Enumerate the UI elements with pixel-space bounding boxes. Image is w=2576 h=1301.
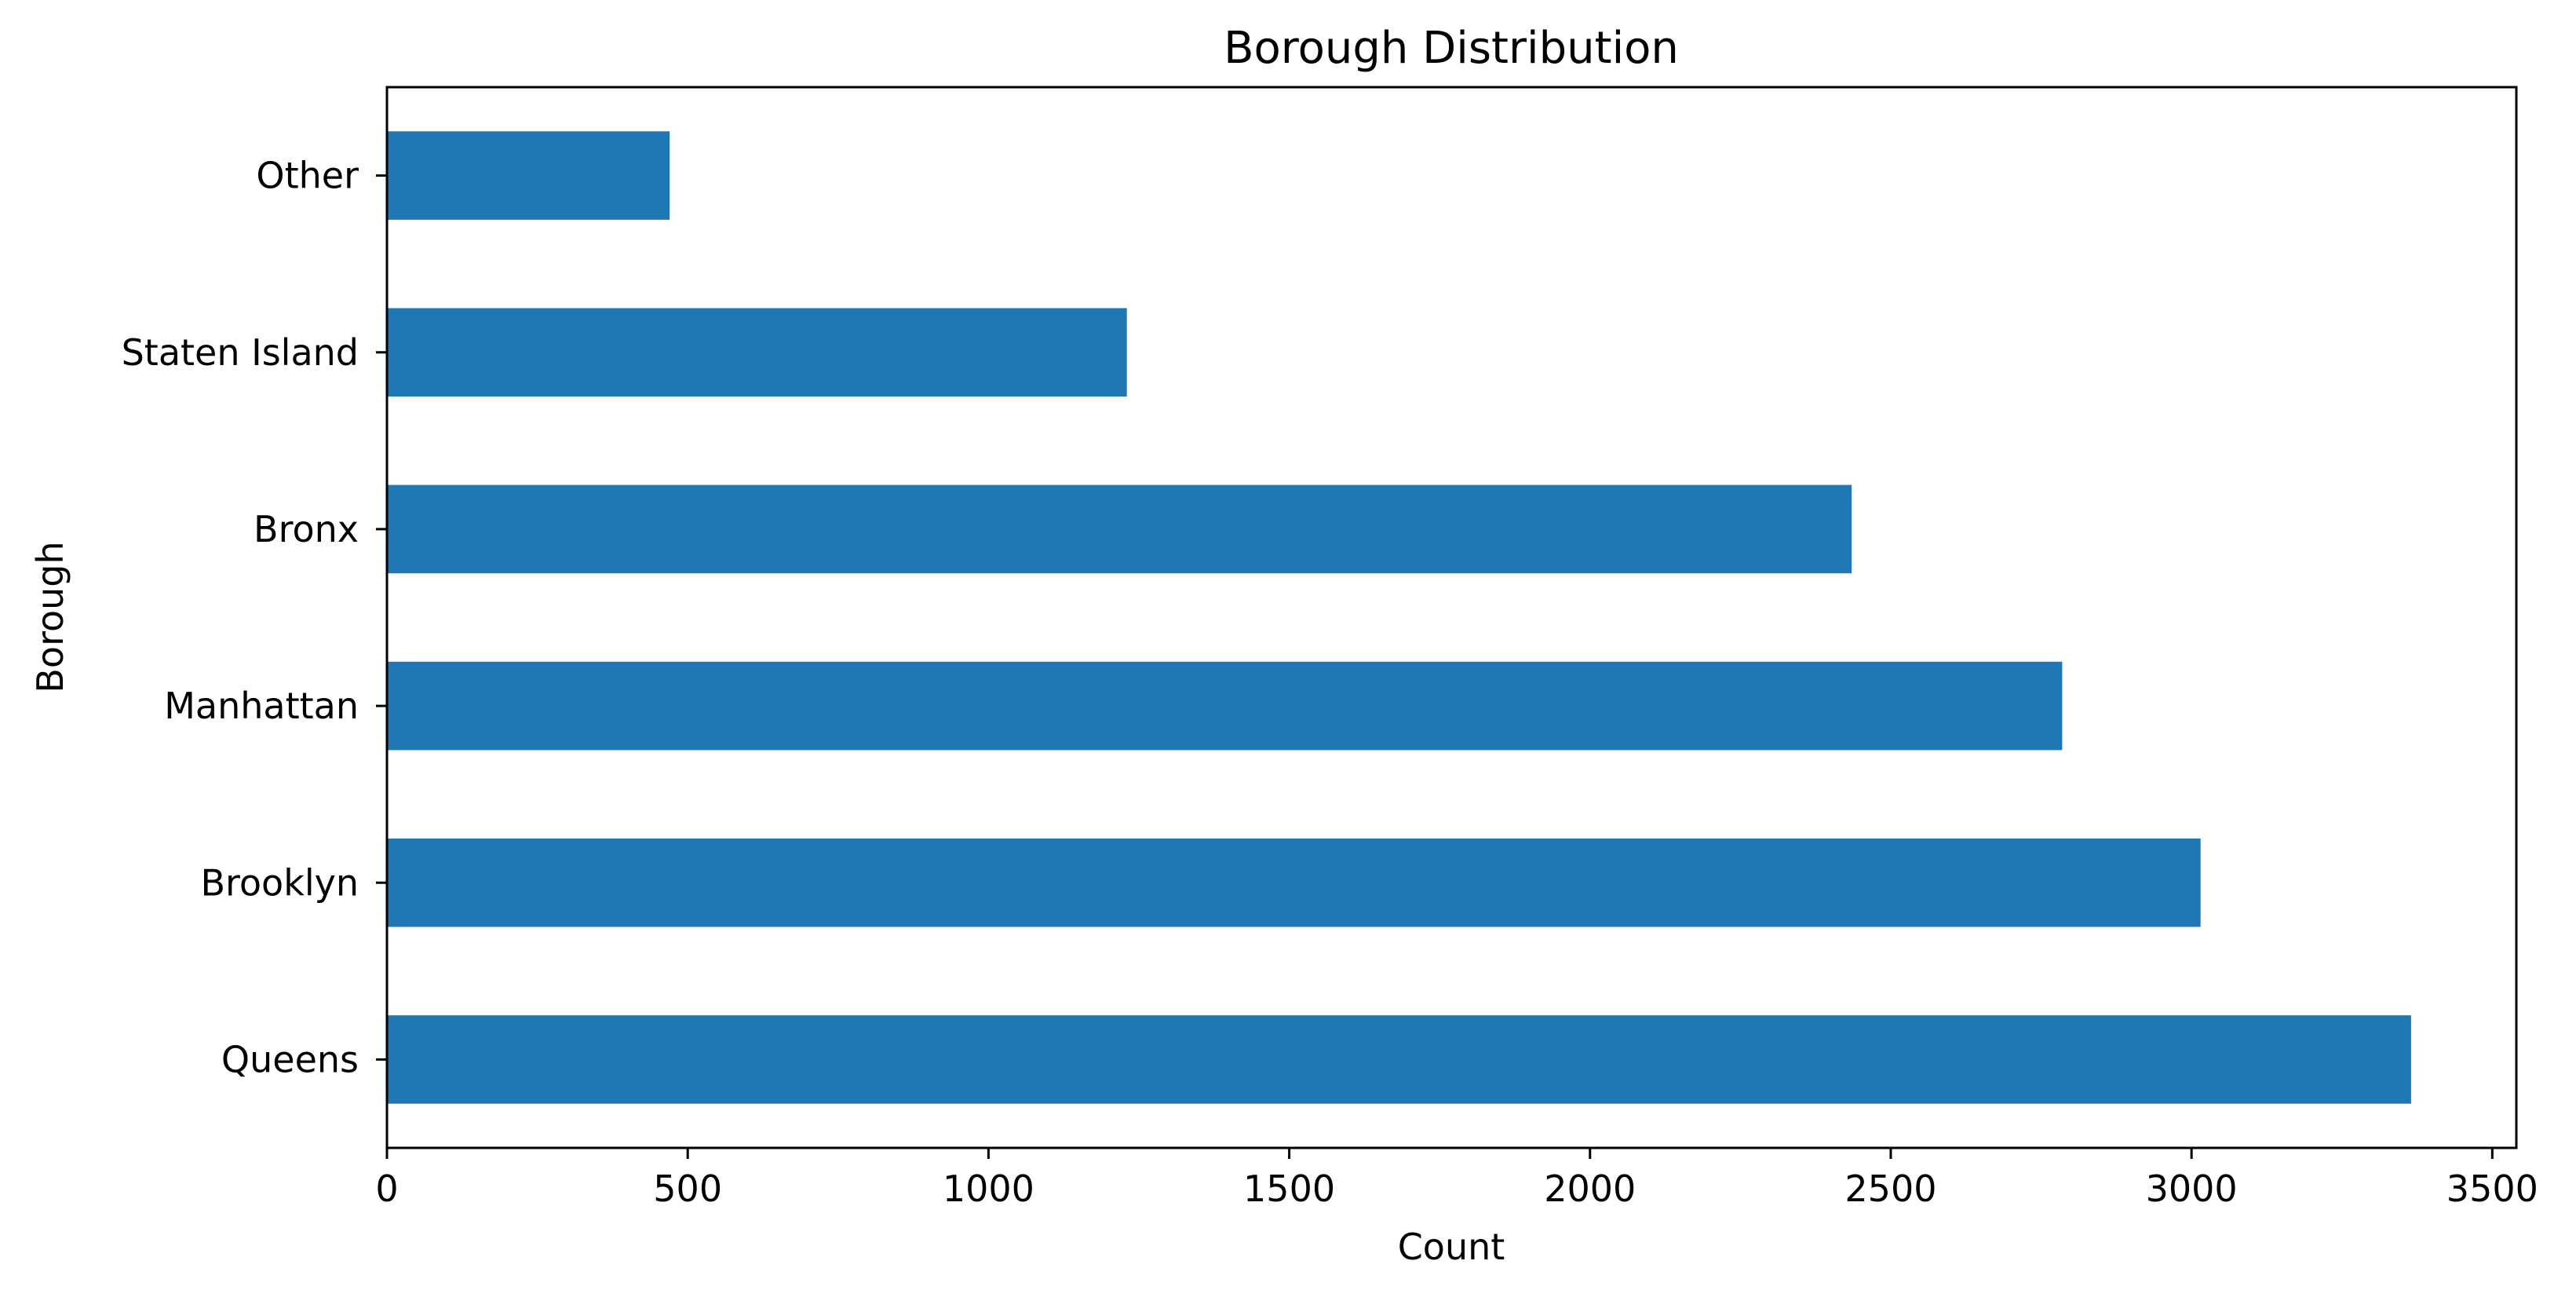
y-tick-label: Queens — [221, 1038, 359, 1080]
y-tick-label: Brooklyn — [200, 861, 359, 904]
y-tick-label: Staten Island — [122, 331, 359, 374]
x-tick-label: 500 — [653, 1168, 722, 1210]
x-tick-label: 0 — [375, 1168, 398, 1210]
y-tick-label: Bronx — [254, 508, 359, 550]
x-tick-label: 2000 — [1544, 1168, 1636, 1210]
x-tick-label: 2500 — [1844, 1168, 1936, 1210]
y-axis-label: Borough — [29, 541, 71, 693]
bar-queens — [387, 1015, 2411, 1104]
bar-other — [387, 131, 670, 220]
x-axis-label: Count — [1398, 1226, 1505, 1268]
x-tick-label: 1000 — [943, 1168, 1034, 1210]
chart-title: Borough Distribution — [1224, 23, 1679, 74]
bar-bronx — [387, 484, 1852, 574]
x-tick-label: 3000 — [2146, 1168, 2238, 1210]
x-tick-label: 1500 — [1243, 1168, 1335, 1210]
plot-frame — [385, 86, 2518, 1149]
y-tick-label: Other — [256, 155, 359, 197]
bar-staten-island — [387, 308, 1127, 397]
bar-manhattan — [387, 661, 2063, 751]
x-tick-label: 3500 — [2446, 1168, 2538, 1210]
bar-brooklyn — [387, 838, 2201, 927]
y-ticks-layer: Queens Brooklyn Manhattan Bronx Staten Islan… — [122, 155, 387, 1080]
bars-layer — [387, 131, 2411, 1104]
x-ticks-layer: 0 500 1000 1500 2000 2500 3000 3500 — [375, 1148, 2538, 1210]
y-tick-label: Manhattan — [164, 685, 359, 727]
